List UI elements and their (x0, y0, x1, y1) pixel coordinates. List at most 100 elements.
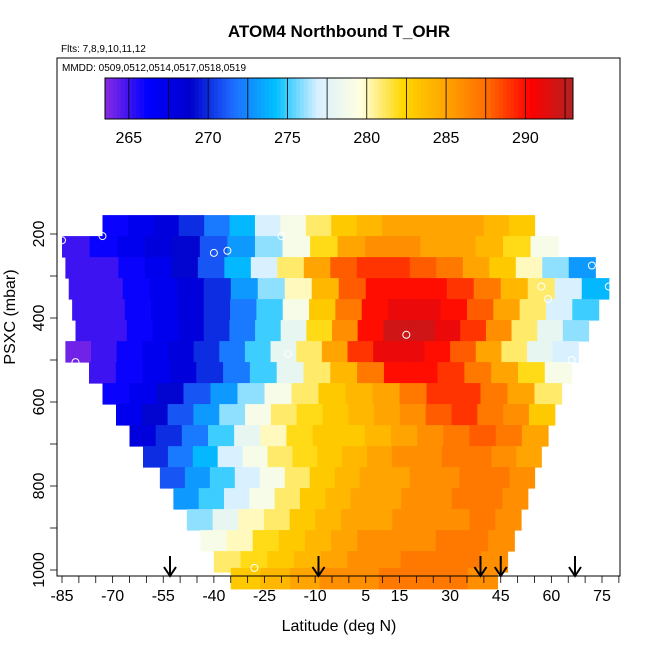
colorbar-segment (456, 78, 461, 119)
heatmap-cell (129, 425, 157, 447)
colorbar-segment (514, 78, 519, 119)
heatmap-cell (229, 215, 256, 237)
colorbar-segment (222, 78, 227, 119)
heatmap-cell (338, 425, 366, 447)
heatmap-cell (391, 425, 418, 447)
plot-frame (56, 57, 621, 577)
heatmap-cells (62, 215, 610, 590)
colorbar-segment (307, 78, 313, 119)
heatmap-cell (270, 404, 298, 426)
heatmap-cell (503, 236, 532, 258)
heatmap-cell (400, 551, 429, 573)
colorbar-segment (225, 78, 231, 119)
heatmap-cell (473, 278, 502, 300)
heatmap-cell (424, 341, 451, 363)
heatmap-cell (127, 215, 154, 237)
colorbar-segment (112, 78, 118, 119)
heatmap-cell (65, 341, 92, 363)
heatmap-cell (89, 362, 117, 384)
heatmap-cell (159, 467, 186, 489)
heatmap-cell (309, 467, 336, 489)
heatmap-cell (426, 383, 455, 405)
x-tick-label: -10 (304, 588, 327, 605)
colorbar-segment (346, 78, 352, 119)
heatmap-cell (62, 236, 91, 258)
heatmap-cell (480, 383, 509, 405)
colorbar-segment (409, 78, 414, 119)
heatmap-cell (260, 567, 291, 590)
colorbar-segment (144, 78, 149, 119)
heatmap-cell (484, 467, 511, 489)
heatmap-cell (126, 320, 154, 342)
heatmap-cell (383, 362, 412, 384)
heatmap-cell (124, 299, 152, 321)
heatmap-cell (320, 551, 348, 573)
colorbar-segment (498, 78, 504, 119)
heatmap-cell (280, 320, 307, 342)
colorbar-segment (389, 78, 395, 119)
heatmap-cell (177, 299, 205, 321)
colorbar-segment (167, 78, 172, 119)
colorbar-segment (315, 78, 320, 119)
heatmap-cell (361, 299, 389, 321)
colorbar-segment (401, 78, 406, 119)
heatmap-cell (116, 341, 143, 363)
colorbar-segment (565, 78, 570, 119)
heatmap-cell (469, 509, 496, 531)
heatmap-cell (388, 299, 415, 321)
heatmap-cell (467, 299, 494, 321)
heatmap-cell (245, 404, 272, 426)
colorbar-segment (163, 78, 168, 119)
heatmap-cell (286, 425, 314, 447)
colorbar-segment (537, 78, 543, 119)
measurement-circles (58, 232, 613, 572)
colorbar-segment (420, 78, 426, 119)
colorbar-segment (428, 78, 434, 119)
heatmap-cell (503, 404, 530, 426)
heatmap-cell (365, 278, 394, 300)
heatmap-cell (459, 467, 486, 489)
colorbar-frame (104, 77, 574, 120)
heatmap-cell (278, 530, 306, 552)
heatmap-cell (167, 446, 194, 468)
heatmap-cell (156, 383, 185, 405)
colorbar-segment (495, 78, 500, 119)
heatmap-cell (495, 425, 523, 447)
heatmap-cell (117, 236, 146, 258)
measurement-circle (209, 248, 218, 257)
heatmap-cell (98, 299, 126, 321)
heatmap-cell (270, 341, 297, 363)
colorbar-segment (288, 78, 293, 119)
colorbar-segment (381, 78, 387, 119)
heatmap-cell (357, 362, 385, 384)
colorbar-segment (296, 78, 301, 119)
colorbar-segment (362, 78, 367, 119)
colorbar-segment (487, 78, 492, 119)
heatmap-cell (426, 488, 453, 510)
heatmap-cell (331, 215, 358, 237)
heatmap-cell (259, 467, 286, 489)
heatmap-cell (408, 320, 436, 342)
heatmap-cell (417, 425, 444, 447)
heatmap-cell (173, 488, 200, 510)
heatmap-cell (500, 278, 529, 300)
heatmap-cell (141, 404, 169, 426)
heatmap-cell (204, 215, 231, 237)
y-tick-label: 800 (31, 473, 48, 500)
heatmap-cell (234, 425, 261, 447)
heatmap-cell (438, 567, 469, 590)
heatmap-cell (407, 215, 434, 237)
heatmap-cell (542, 257, 570, 279)
colorbar-segment (366, 78, 371, 119)
heatmap-cell (317, 446, 343, 468)
colorbar-segment (335, 78, 340, 119)
heatmap-cell (409, 530, 437, 552)
heatmap-cell (375, 488, 402, 510)
heatmap-cell (277, 257, 305, 279)
heatmap-cell (420, 236, 449, 258)
colorbar-segment (463, 78, 469, 119)
colorbar-segment (448, 78, 453, 119)
colorbar-segment (202, 78, 207, 119)
colorbar-segment (475, 78, 480, 119)
colorbar-segment (120, 78, 125, 119)
